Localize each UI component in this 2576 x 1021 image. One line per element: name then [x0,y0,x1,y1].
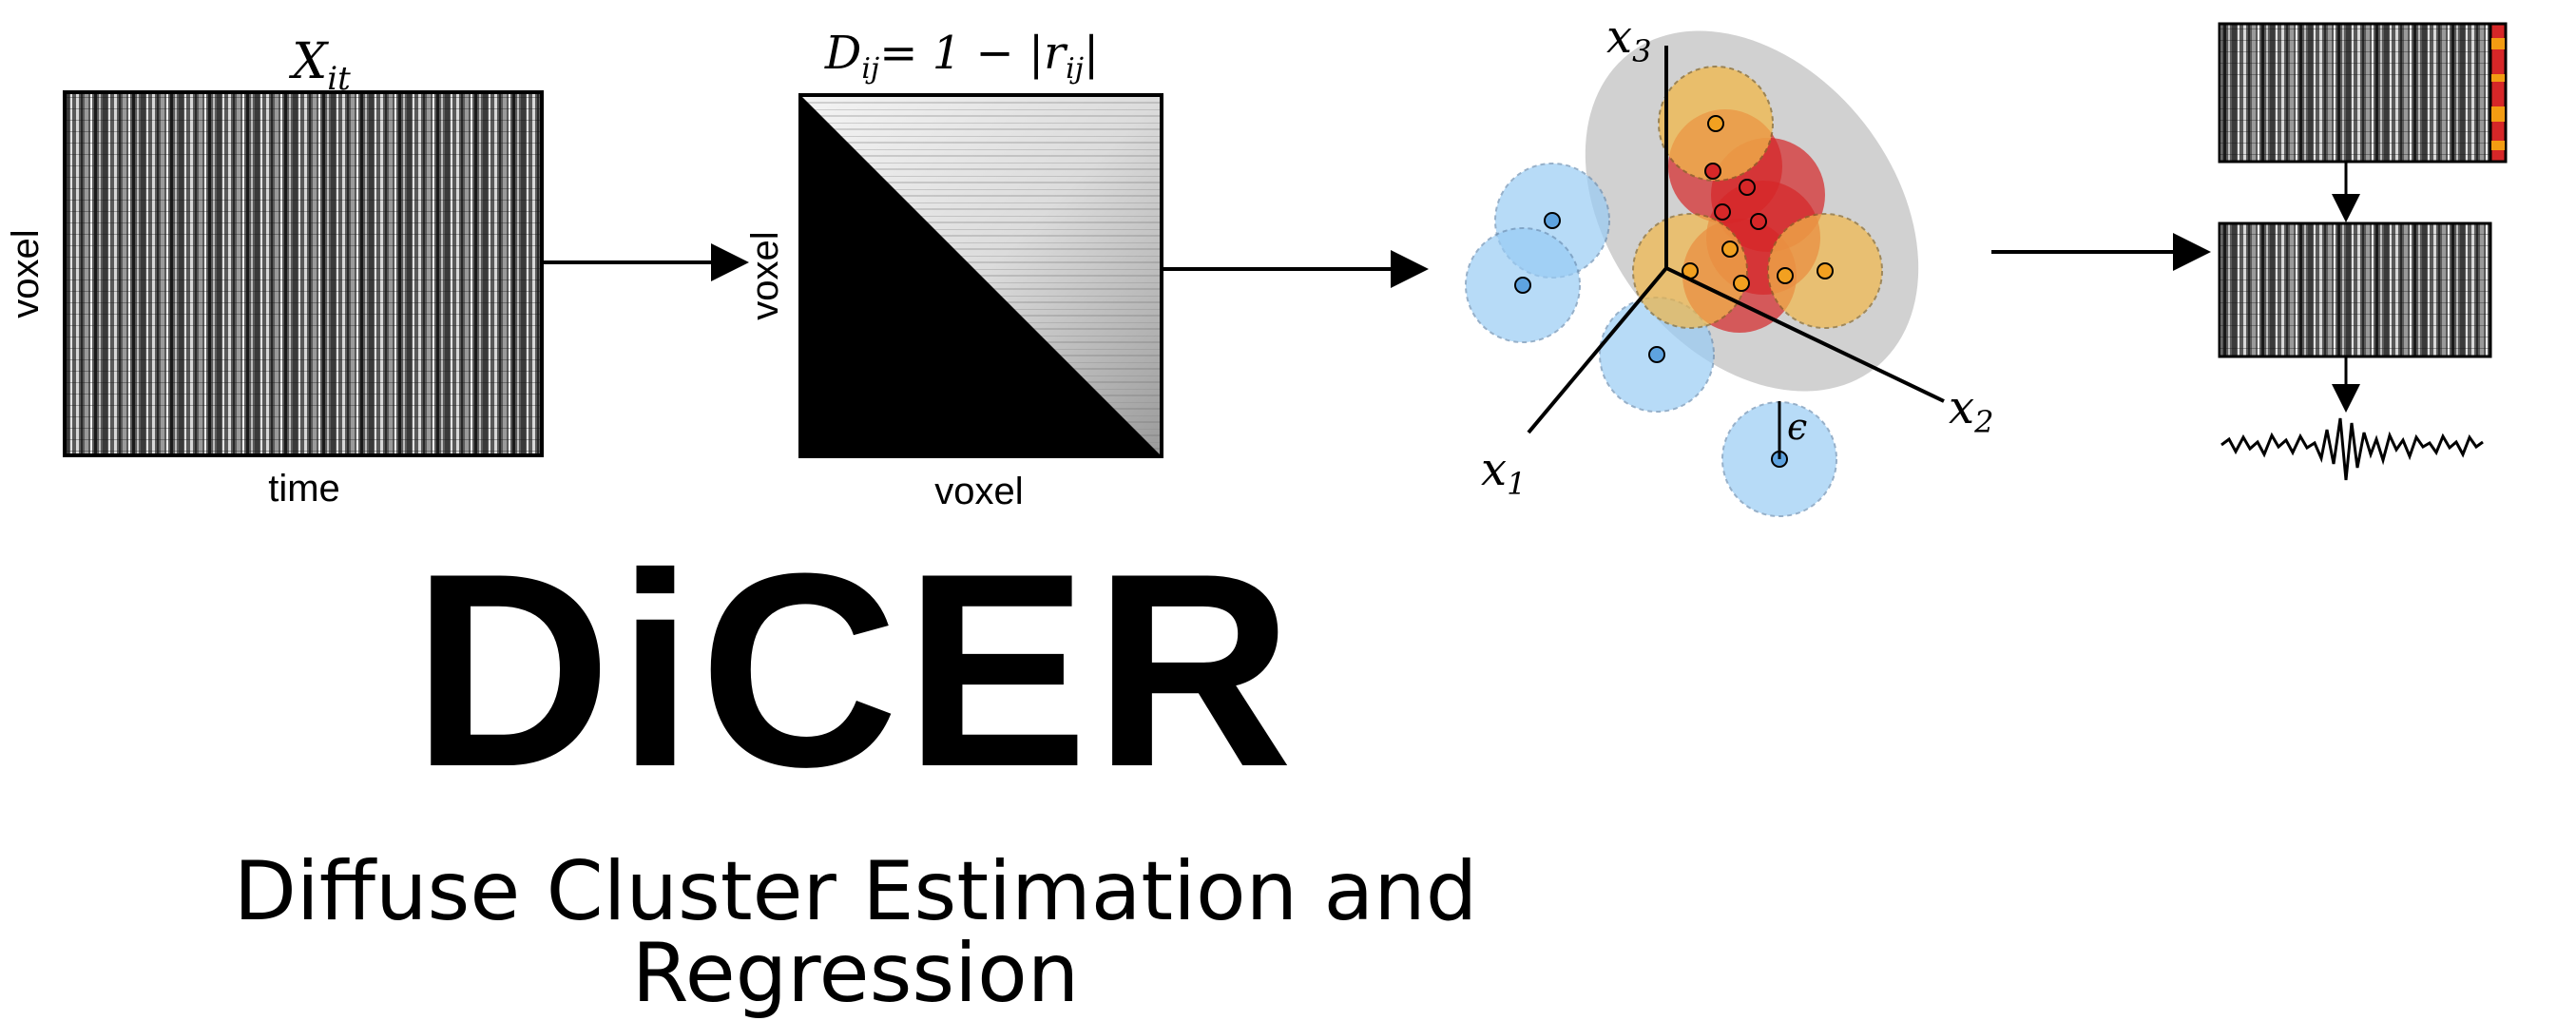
brand-subtitle: Diffuse Cluster Estimation and Regressio… [233,844,1478,1021]
panel-clustering: x3 x1 x2 ϵ [1465,10,1993,517]
pipeline-diagram: Xit voxel time Dij= 1 − |rij| voxel voxe… [5,10,2508,517]
regressor-timeseries [2220,417,2484,481]
embedding-axes [1527,46,1945,459]
carpet-plot-small-cleaned [2218,222,2492,358]
cluster-point [1739,179,1756,196]
noise-point [1514,277,1531,294]
epsilon-label: ϵ [1787,406,1807,448]
carpet-plot-image [63,90,544,457]
panel-regression [2218,22,2508,481]
panel-distance-matrix: Dij= 1 − |rij| voxel voxel [744,27,1163,512]
axis-x1-label: x1 [1481,443,1526,502]
carpet-plot-small-top [2218,22,2492,164]
noise-point [1544,212,1561,229]
cluster-points [1632,66,1883,333]
cluster-point [1714,203,1731,221]
axis-x2-label: x2 [1949,381,1993,440]
panel1-title-base: X [288,33,329,90]
distance-matrix-lower-triangle [800,95,1162,456]
cluster-point [1733,275,1750,292]
cluster-point [1704,163,1721,180]
panel1-xlabel: time [268,468,340,510]
cluster-point [1817,262,1834,279]
panel2-xlabel: voxel [934,471,1023,512]
axis-x3-label: x3 [1606,10,1651,69]
panel2-ylabel: voxel [744,231,786,319]
noise-point [1648,346,1665,363]
brand-title: DiCER [412,516,1299,824]
cluster-colorbar [2489,22,2508,164]
panel2-title: Dij= 1 − |rij| [824,27,1099,86]
cluster-point [1721,241,1739,258]
panel1-ylabel: voxel [5,229,47,318]
panel1-title: Xit [288,33,351,98]
cluster-point [1707,115,1724,132]
cluster-point [1777,267,1794,284]
cluster-point [1750,213,1767,230]
panel-carpet-plot: Xit voxel time [5,33,544,510]
